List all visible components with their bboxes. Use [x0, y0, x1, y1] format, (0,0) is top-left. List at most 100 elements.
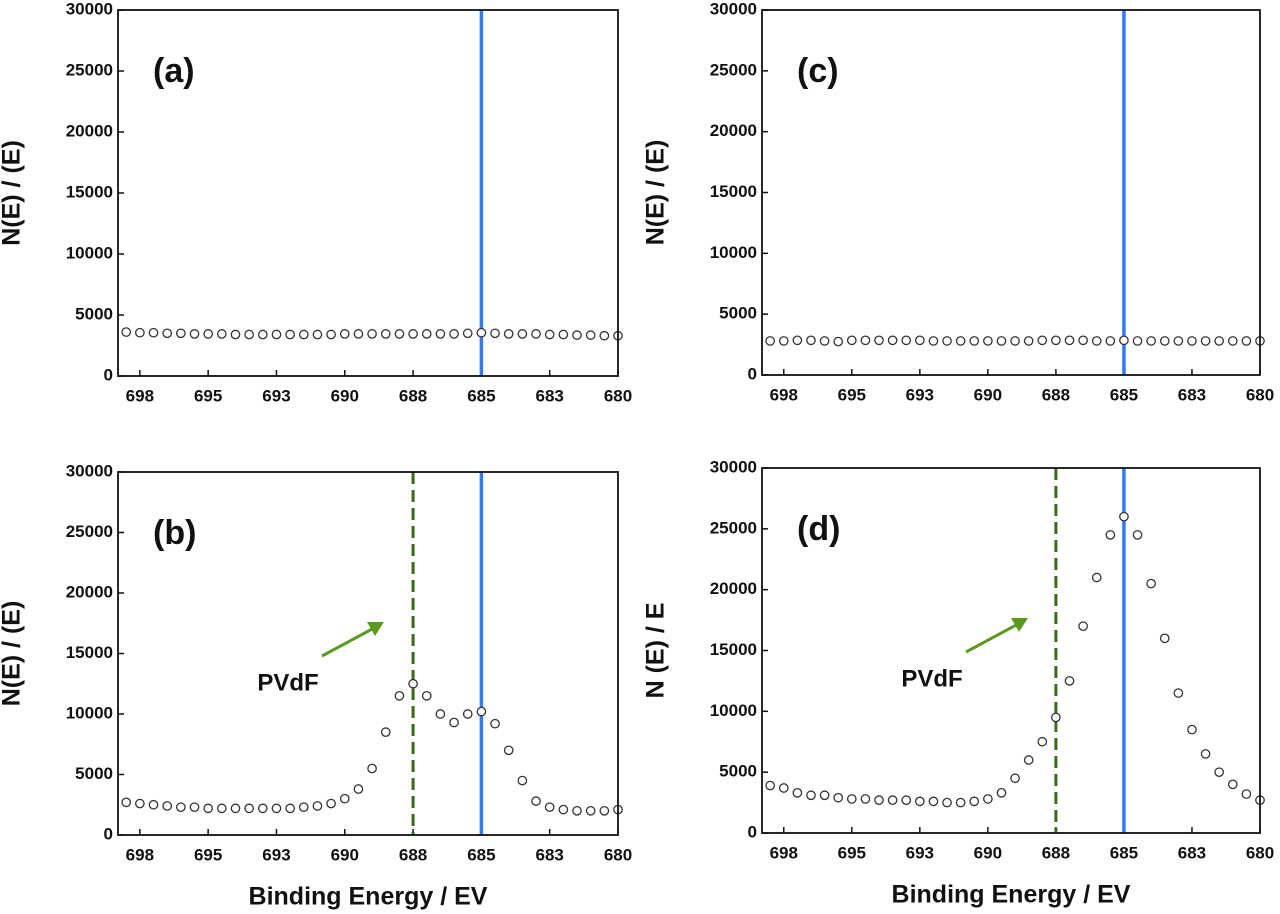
y-tick-label: 0 — [104, 365, 113, 384]
y-tick-label: 30000 — [710, 0, 757, 18]
annotation: PVdF — [901, 665, 962, 692]
data-point — [380, 727, 391, 738]
data-point — [1227, 779, 1238, 790]
data-point — [162, 328, 173, 339]
data-point — [449, 717, 459, 728]
data-point — [846, 335, 857, 346]
y-axis-title: N(E) / (E) — [0, 601, 26, 707]
x-tick-label: 698 — [126, 845, 154, 864]
data-point — [271, 329, 282, 340]
data-point — [887, 335, 898, 346]
x-tick-label: 683 — [536, 845, 564, 864]
data-point — [216, 329, 227, 339]
x-tick-label: 688 — [399, 386, 427, 405]
data-point — [148, 799, 159, 810]
y-tick-label: 5000 — [75, 304, 113, 323]
panel-label: (d) — [797, 510, 840, 548]
data-point — [1159, 633, 1170, 644]
y-tick-label: 15000 — [710, 182, 757, 201]
data-point — [285, 329, 295, 340]
data-point — [285, 803, 295, 814]
y-tick-label: 25000 — [66, 60, 113, 79]
y-tick-label: 0 — [104, 824, 113, 843]
data-point — [1064, 335, 1075, 346]
x-tick-label: 683 — [536, 386, 564, 405]
data-point — [162, 801, 173, 811]
data-point — [175, 802, 186, 813]
data-point — [860, 335, 871, 346]
data-point — [599, 330, 610, 341]
data-point — [996, 787, 1007, 798]
x-tick-label: 685 — [467, 386, 495, 405]
data-point — [298, 802, 309, 813]
y-tick-label: 15000 — [66, 643, 113, 662]
data-point — [1091, 572, 1102, 583]
data-point — [792, 787, 803, 798]
x-tick-label: 685 — [1110, 385, 1138, 404]
y-tick-label: 5000 — [719, 762, 757, 781]
data-point — [449, 329, 459, 339]
data-point — [1119, 511, 1129, 522]
data-point — [531, 329, 541, 339]
data-point — [339, 793, 350, 804]
data-point — [326, 798, 336, 809]
data-point — [942, 336, 952, 346]
x-tick-label: 693 — [262, 845, 290, 864]
y-tick-label: 5000 — [75, 764, 113, 783]
data-point — [203, 803, 214, 814]
data-point — [244, 329, 254, 340]
data-point — [476, 327, 487, 338]
data-point — [435, 329, 446, 339]
data-point — [901, 795, 912, 806]
data-point — [503, 329, 514, 339]
data-point — [1146, 336, 1156, 346]
data-point — [585, 330, 596, 340]
x-tick-label: 695 — [838, 385, 866, 404]
data-point — [148, 327, 159, 338]
data-point — [517, 775, 528, 786]
y-tick-label: 0 — [748, 822, 757, 841]
y-tick-label: 25000 — [66, 522, 113, 541]
data-point — [216, 803, 227, 814]
data-point — [230, 803, 241, 814]
data-point — [476, 706, 487, 717]
panel-label: (a) — [153, 52, 195, 90]
y-tick-label: 15000 — [66, 182, 113, 201]
plot-frame — [117, 9, 619, 377]
x-axis-title: Binding Energy / EV — [892, 881, 1131, 909]
data-point — [312, 329, 323, 340]
y-tick-label: 20000 — [66, 582, 113, 601]
data-point — [792, 335, 803, 346]
data-point — [928, 796, 939, 807]
x-tick-label: 695 — [838, 843, 866, 862]
data-point — [1078, 621, 1088, 632]
x-tick-label: 698 — [126, 386, 154, 405]
data-point — [462, 328, 473, 339]
data-point — [1037, 335, 1048, 346]
data-point — [955, 336, 966, 346]
data-point — [1241, 336, 1252, 346]
data-point — [1023, 336, 1034, 346]
y-tick-label: 20000 — [66, 121, 113, 140]
arrow-head — [367, 622, 384, 636]
data-point — [1132, 530, 1143, 540]
data-point — [121, 797, 132, 808]
plot-frame — [117, 471, 619, 836]
data-point — [833, 336, 844, 347]
y-tick-label: 10000 — [66, 703, 113, 722]
y-tick-label: 10000 — [710, 701, 757, 720]
data-point — [544, 802, 555, 813]
data-point — [517, 329, 528, 339]
data-point — [778, 783, 789, 793]
data-point — [367, 329, 377, 339]
annotation-arrow — [965, 622, 1019, 654]
data-point — [230, 329, 241, 340]
x-axis-title: Binding Energy / EV — [249, 883, 488, 911]
data-point — [1159, 336, 1170, 346]
data-point — [1241, 789, 1252, 799]
x-tick-label: 693 — [262, 386, 290, 405]
data-point — [1091, 336, 1102, 346]
x-tick-label: 685 — [467, 845, 495, 864]
x-tick-label: 690 — [331, 386, 359, 405]
data-point — [380, 329, 391, 339]
